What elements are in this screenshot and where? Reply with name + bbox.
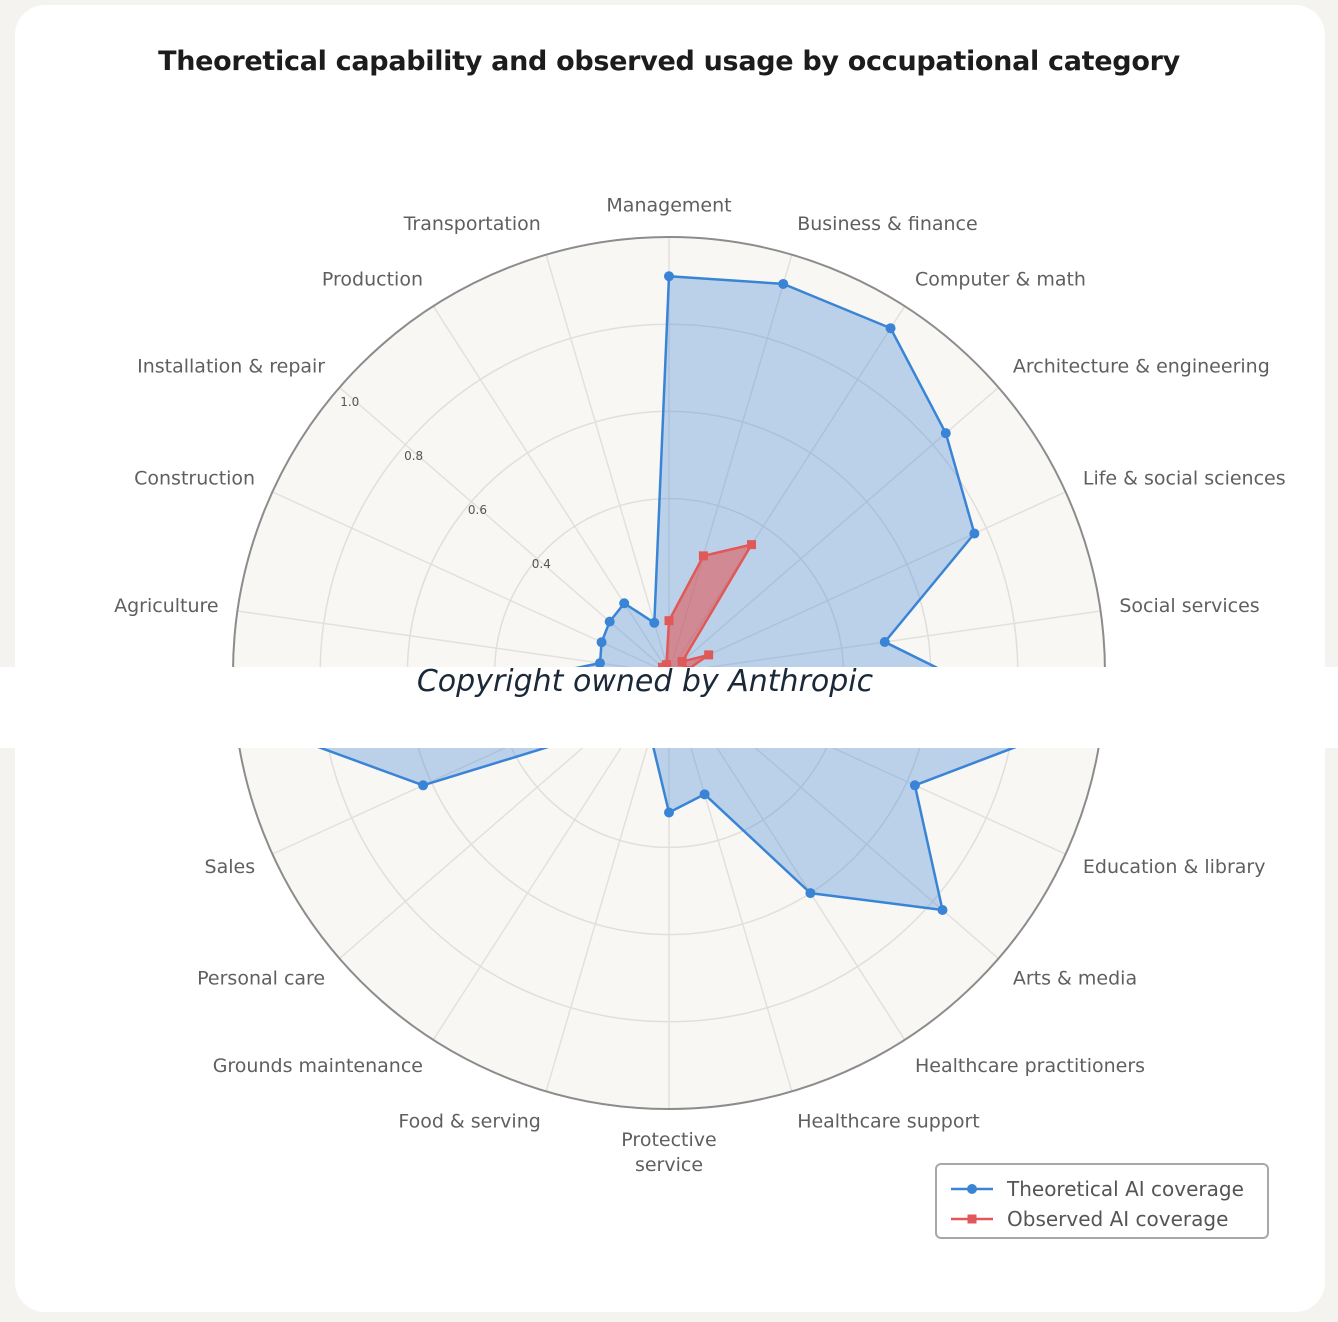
data-point xyxy=(698,551,708,561)
data-point xyxy=(699,789,710,800)
spoke xyxy=(339,386,670,674)
data-point xyxy=(418,780,429,791)
category-label: Healthcare support xyxy=(797,1110,980,1133)
data-point xyxy=(940,428,951,439)
legend-swatch xyxy=(951,1184,993,1194)
data-point xyxy=(677,657,687,667)
r-tick-label: 0.4 xyxy=(532,557,551,571)
category-label: Healthcare practitioners xyxy=(914,1054,1146,1077)
category-label: Agriculture xyxy=(114,595,219,618)
category-label: Education & library xyxy=(1082,855,1266,878)
data-point xyxy=(604,616,615,627)
category-label: Arts & media xyxy=(1012,967,1138,990)
r-tick-label: 0.8 xyxy=(404,449,423,463)
category-label: Protective service xyxy=(621,1129,717,1176)
legend-label: Observed AI coverage xyxy=(1007,1207,1229,1231)
category-label: Installation & repair xyxy=(137,355,326,378)
data-point xyxy=(885,323,896,334)
data-point xyxy=(619,598,630,609)
legend-marker xyxy=(967,1214,977,1224)
category-label: Construction xyxy=(134,467,256,490)
data-point xyxy=(879,636,890,647)
data-point xyxy=(664,616,674,626)
r-tick-label: 0.6 xyxy=(468,503,487,517)
category-label: Life & social sciences xyxy=(1082,467,1286,490)
category-label: Management xyxy=(606,194,732,217)
data-point xyxy=(704,650,714,660)
spoke xyxy=(668,491,1066,674)
data-point xyxy=(747,540,757,550)
category-label: Food & serving xyxy=(398,1110,541,1133)
data-point xyxy=(937,904,948,915)
spoke xyxy=(545,254,670,674)
category-label: Production xyxy=(321,268,423,291)
data-point xyxy=(778,278,789,289)
legend: Theoretical AI coverage Observed AI cover… xyxy=(935,1163,1269,1239)
data-point xyxy=(909,780,920,791)
data-point xyxy=(969,528,980,539)
legend-entry: Theoretical AI coverage xyxy=(949,1175,1244,1203)
data-point xyxy=(594,658,605,669)
data-point xyxy=(805,888,816,899)
watermark: Copyright owned by Anthropic xyxy=(416,664,874,699)
spoke xyxy=(432,305,670,674)
watermark-band xyxy=(0,667,1338,748)
r-tick-label: 1.0 xyxy=(340,395,359,409)
legend-label: Theoretical AI coverage xyxy=(1007,1177,1244,1201)
legend-swatch xyxy=(951,1214,993,1224)
data-point xyxy=(664,807,674,818)
category-label: Social services xyxy=(1119,595,1260,618)
data-point xyxy=(664,271,674,282)
legend-marker xyxy=(967,1184,977,1194)
category-label: Transportation xyxy=(403,213,541,236)
category-label: Personal care xyxy=(197,967,326,990)
legend-entry: Observed AI coverage xyxy=(949,1205,1228,1233)
category-label: Sales xyxy=(204,855,256,878)
data-point xyxy=(662,660,672,670)
chart-title: Theoretical capability and observed usag… xyxy=(158,46,1180,77)
category-label: Business & finance xyxy=(797,213,978,236)
data-point xyxy=(649,617,660,628)
category-label: Architecture & engineering xyxy=(1012,355,1270,378)
category-label: Grounds maintenance xyxy=(212,1054,423,1077)
category-label: Computer & math xyxy=(914,268,1086,291)
data-point xyxy=(596,637,607,648)
